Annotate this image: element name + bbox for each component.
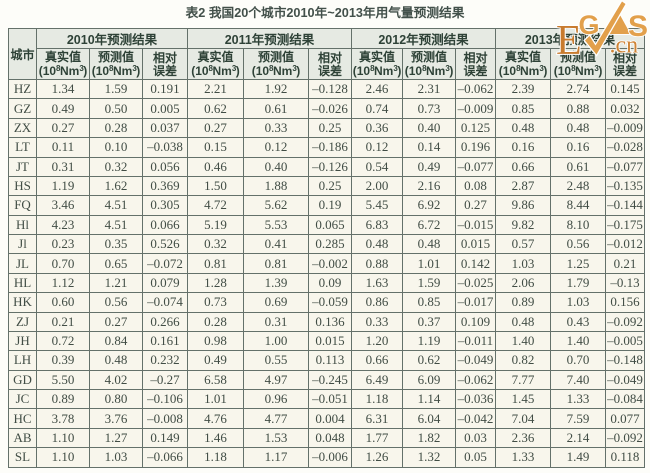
svg-text:G: G xyxy=(579,10,600,40)
svg-text:S: S xyxy=(628,10,648,43)
svg-text:E: E xyxy=(556,18,582,64)
svg-text:.cn: .cn xyxy=(610,33,639,59)
